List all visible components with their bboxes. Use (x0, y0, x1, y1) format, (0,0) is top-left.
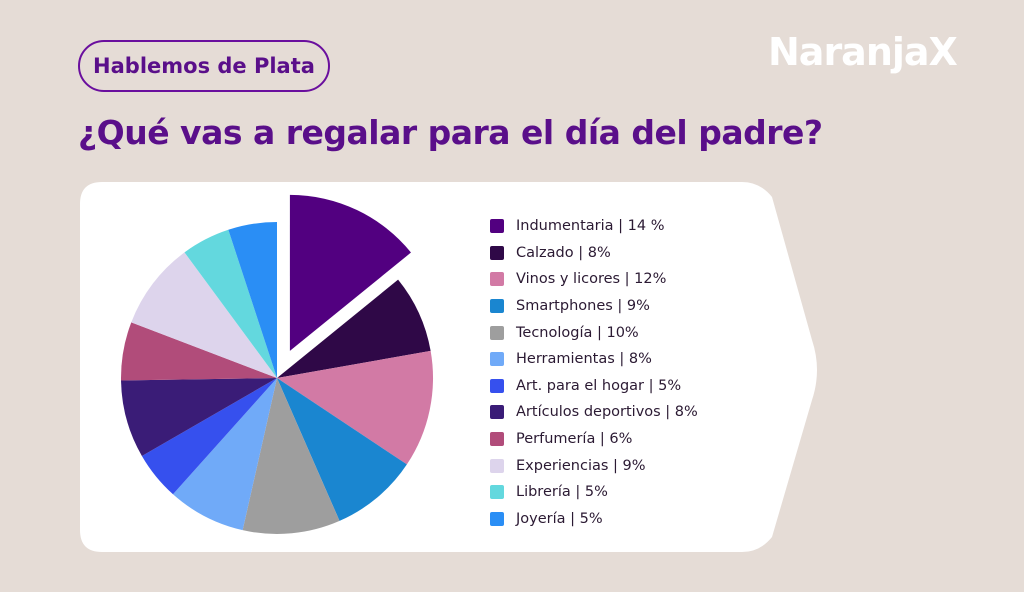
legend-item: Indumentaria | 14 % (490, 213, 698, 240)
legend-item: Herramientas | 8% (490, 346, 698, 373)
legend-item: Smartphones | 9% (490, 293, 698, 320)
legend-item: Calzado | 8% (490, 240, 698, 267)
legend-label: Artículos deportivos | 8% (516, 404, 698, 421)
legend-label: Calzado | 8% (516, 244, 611, 261)
legend-item: Experiencias | 9% (490, 452, 698, 479)
legend-item: Artículos deportivos | 8% (490, 399, 698, 426)
category-pill-label: Hablemos de Plata (93, 54, 315, 78)
legend-label: Art. para el hogar | 5% (516, 377, 682, 394)
legend-swatch (490, 458, 504, 473)
page-title: ¿Qué vas a regalar para el día del padre… (78, 113, 823, 152)
legend-item: Vinos y licores | 12% (490, 266, 698, 293)
legend-swatch (490, 272, 504, 287)
category-pill: Hablemos de Plata (78, 40, 330, 92)
pie-slice-12 (228, 222, 277, 378)
chart-legend: Indumentaria | 14 % Calzado | 8% Vinos y l… (490, 213, 698, 532)
pie-slice-5 (242, 378, 340, 534)
legend-label: Perfumería | 6% (516, 431, 633, 448)
legend-label: Indumentaria | 14 % (516, 218, 665, 235)
pie-slice-2 (277, 279, 431, 378)
legend-label: Herramientas | 8% (516, 351, 652, 368)
legend-label: Smartphones | 9% (516, 298, 650, 315)
legend-swatch (490, 485, 504, 500)
legend-swatch (490, 405, 504, 420)
pie-slice-4 (277, 378, 407, 521)
legend-item: Tecnología | 10% (490, 319, 698, 346)
pie-chart (121, 194, 433, 534)
pie-slice-9 (121, 322, 277, 381)
pie-slice-1 (289, 194, 411, 351)
legend-label: Experiencias | 9% (516, 457, 646, 474)
legend-item: Perfumería | 6% (490, 426, 698, 453)
legend-item: Art. para el hogar | 5% (490, 373, 698, 400)
legend-label: Vinos y licores | 12% (516, 271, 667, 288)
pie-slice-10 (131, 252, 277, 378)
brand-logo: NaranjaX (768, 30, 958, 74)
legend-swatch (490, 245, 504, 260)
pie-slice-7 (141, 378, 277, 495)
legend-swatch (490, 511, 504, 526)
legend-label: Joyería | 5% (516, 510, 603, 527)
legend-swatch (490, 352, 504, 367)
legend-label: Tecnología | 10% (516, 324, 639, 341)
pie-slice-6 (172, 378, 277, 531)
pie-slice-3 (277, 350, 433, 465)
pie-slice-8 (121, 378, 277, 456)
legend-item: Librería | 5% (490, 479, 698, 506)
pie-slice-11 (184, 229, 277, 378)
legend-swatch (490, 432, 504, 447)
legend-swatch (490, 299, 504, 314)
legend-swatch (490, 219, 504, 234)
legend-label: Librería | 5% (516, 484, 608, 501)
legend-swatch (490, 325, 504, 340)
legend-swatch (490, 378, 504, 393)
legend-item: Joyería | 5% (490, 506, 698, 533)
